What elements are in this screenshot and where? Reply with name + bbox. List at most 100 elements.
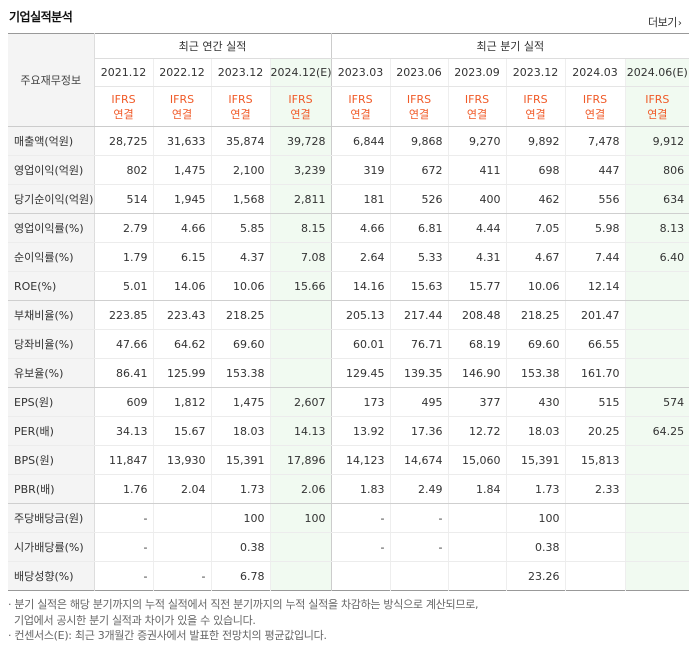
table-cell: 7,478 [564,126,626,156]
table-cell: 15,391 [505,445,566,475]
row-label: ROE(%) [8,271,95,301]
table-cell: 66.55 [564,329,626,359]
standard-header: IFRS 연결 [152,86,211,127]
standard-header: IFRS 연결 [564,86,626,127]
table-cell: 6.40 [624,242,690,272]
period-header: 2023.12 [210,58,270,87]
table-row: 당좌비율(%) 47.66 64.62 69.60 60.01 76.71 68.19 69.… [8,329,690,359]
period-header: 2023.03 [330,58,391,87]
period-header: 2024.03 [564,58,626,87]
table-cell: 20.25 [564,416,626,446]
table-cell: 146.90 [447,358,507,388]
period-header-row: 2021.12 2022.12 2023.12 2024.12(E) 2023.03 20… [8,58,690,87]
standard-top: IFRS [464,92,490,106]
standard-top: IFRS [348,92,373,106]
table-cell: 15,391 [210,445,270,475]
table-cell: 5.33 [389,242,449,272]
table-cell: 3,239 [269,155,332,185]
table-cell: 86.41 [94,358,153,388]
table-cell: 173 [330,387,391,417]
standard-top: IFRS [645,92,670,106]
table-cell: 100 [269,503,332,533]
table-cell: 69.60 [210,329,270,359]
standard-bottom: 연결 [290,107,311,121]
section-title: 기업실적분석 [9,10,73,24]
table-cell: 5.01 [94,271,153,301]
row-label: PBR(배) [8,474,95,504]
period-header: 2024.12(E) [269,58,332,87]
table-cell: 1.79 [94,242,153,272]
table-cell: 8.13 [624,213,690,243]
table-cell: 2.04 [152,474,211,504]
period-header: 2023.06 [389,58,449,87]
table-cell: 2.64 [330,242,391,272]
more-link[interactable]: 더보기› [648,14,682,30]
table-cell: 15.63 [389,271,449,301]
row-label: BPS(원) [8,445,95,475]
table-cell [447,561,507,591]
table-cell: 223.85 [94,300,153,330]
table-cell: 17,896 [269,445,332,475]
row-label: PER(배) [8,416,95,446]
table-cell: 1.83 [330,474,391,504]
row-label: 순이익률(%) [8,242,95,272]
table-cell: 153.38 [210,358,270,388]
row-label: 영업이익률(%) [8,213,95,243]
table-cell [624,358,690,388]
table-cell [624,561,690,591]
table-cell: 10.06 [505,271,566,301]
row-label: 매출액(억원) [8,126,95,156]
table-cell: 76.71 [389,329,449,359]
table-cell: 556 [564,184,626,214]
table-cell: 218.25 [210,300,270,330]
table-row: ROE(%) 5.01 14.06 10.06 15.66 14.16 15.63 15.77… [8,271,690,301]
table-cell: 12.72 [447,416,507,446]
table-cell: 4.44 [447,213,507,243]
chevron-right-icon: › [677,18,682,29]
table-row: 영업이익(억원) 802 1,475 2,100 3,239 319 672 411 698 44… [8,155,690,185]
table-cell: 1.76 [94,474,153,504]
table-cell: 526 [389,184,449,214]
table-cell: 139.35 [389,358,449,388]
table-cell: 28,725 [94,126,153,156]
footnote-1: · 분기 실적은 해당 분기까지의 누적 실적에서 직전 분기까지의 누적 실적… [8,598,479,611]
table-cell: 319 [330,155,391,185]
row-label: 배당성향(%) [8,561,95,591]
standard-bottom: 연결 [466,107,488,121]
table-row: 당기순이익(억원) 514 1,945 1,568 2,811 181 526 400 462 5… [8,184,690,214]
period-header: 2024.06(E) [624,58,690,87]
table-cell: 129.45 [330,358,391,388]
table-row: 매출액(억원) 28,725 31,633 35,874 39,728 6,844 9,86… [8,126,690,156]
table-cell [269,358,332,388]
table-cell: 100 [210,503,270,533]
standard-top: IFRS [169,92,195,106]
standard-top: IFRS [111,92,136,106]
table-cell: 430 [505,387,566,417]
table-cell: 13.92 [330,416,391,446]
table-cell: 7.05 [505,213,566,243]
standard-header: IFRS 연결 [389,86,449,127]
table-cell [564,532,626,562]
standard-bottom: 연결 [408,107,430,121]
standard-top: IFRS [523,92,548,106]
table-cell: 1,475 [210,387,270,417]
table-row: 유보율(%) 86.41 125.99 153.38 129.45 139.35 146.9… [8,358,690,388]
table-row: 순이익률(%) 1.79 6.15 4.37 7.08 2.64 5.33 4.31 4.67 7… [8,242,690,272]
table-cell: 47.66 [94,329,153,359]
table-cell: 4.66 [330,213,391,243]
table-cell [269,561,332,591]
table-row: PER(배) 34.13 15.67 18.03 14.13 13.92 17.36 12.7… [8,416,690,446]
table-cell: 0.38 [210,532,270,562]
standard-header: IFRS 연결 [447,86,507,127]
footnotes: · 분기 실적은 해당 분기까지의 누적 실적에서 직전 분기까지의 누적 실적… [8,597,688,644]
standard-header: IFRS 연결 [210,86,270,127]
table-cell: 39,728 [269,126,332,156]
table-cell [624,329,690,359]
table-cell: 64.25 [624,416,690,446]
standard-header-row: IFRS 연결 IFRS 연결 IFRS 연결 IFRS 연결 IFRS 연결 IFRS 연결 IFRS… [8,86,690,127]
standard-top: IFRS [228,92,253,106]
table-cell: 181 [330,184,391,214]
table-cell: - [152,561,211,591]
table-cell: - [94,503,153,533]
table-row: 배당성향(%) - -6.78 23.26 [8,561,690,591]
